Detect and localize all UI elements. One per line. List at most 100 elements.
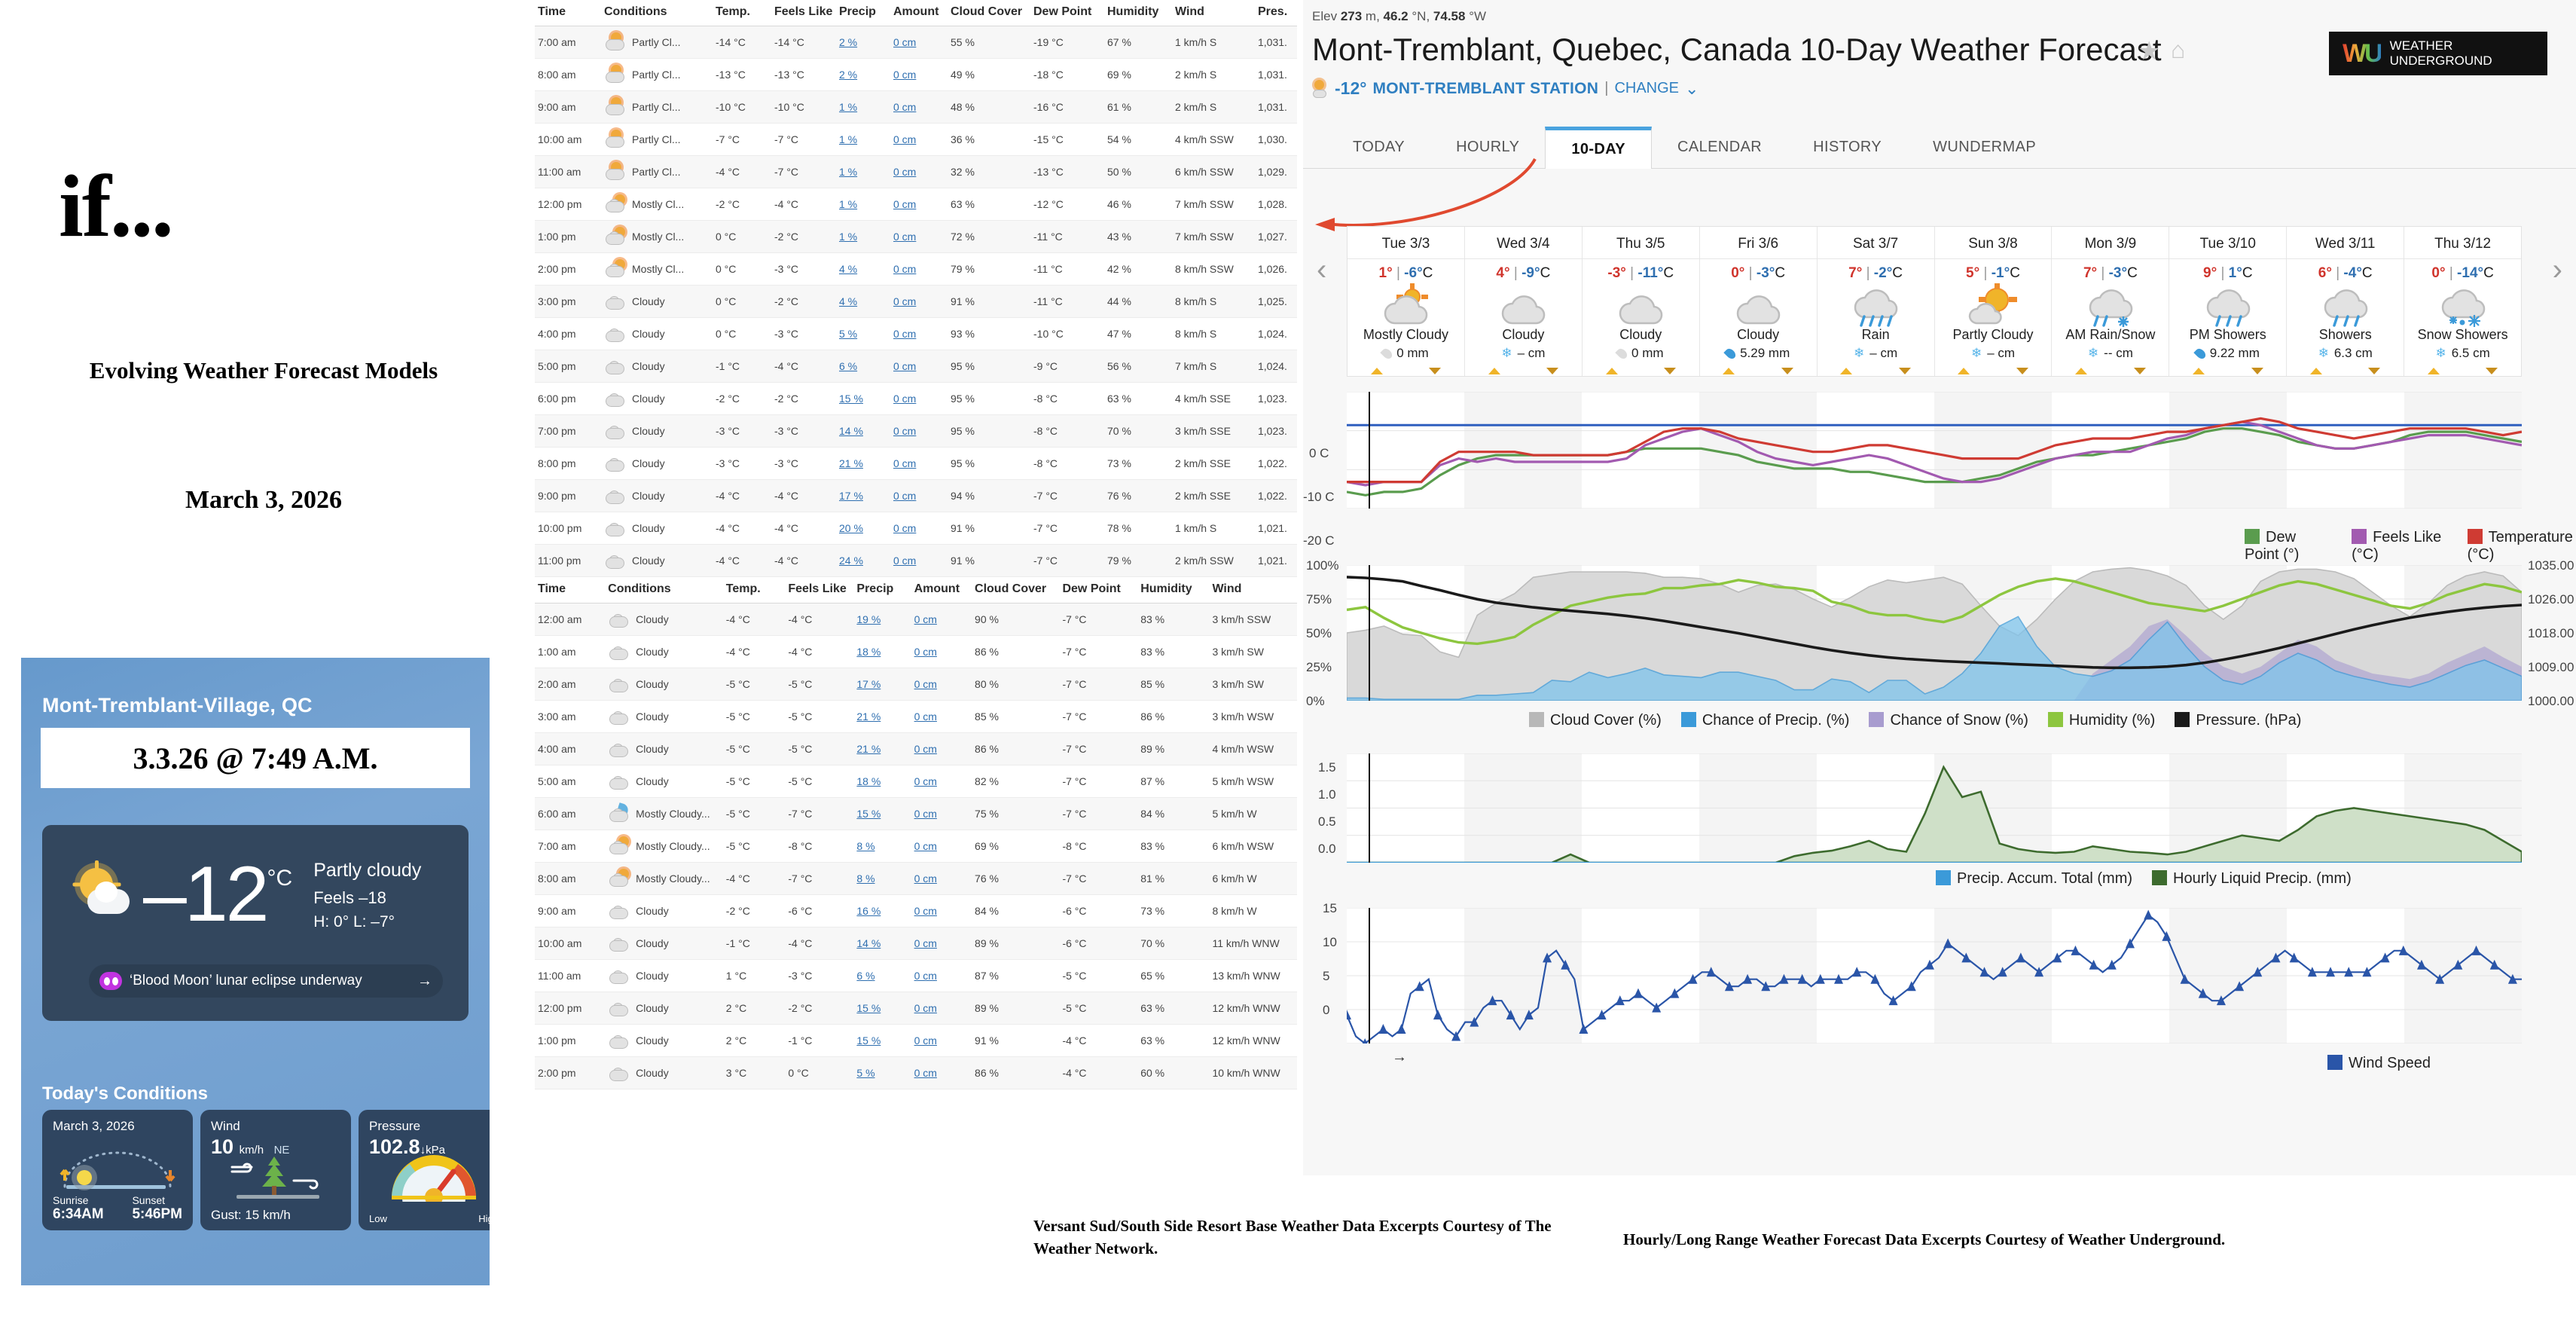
amount-link[interactable]: 0 cm	[893, 36, 917, 48]
forecast-day-card[interactable]: Sat 3/7 7° | -2°C Rain ❄ – cm	[1817, 227, 1935, 376]
precip-link[interactable]: 1 %	[839, 166, 858, 178]
tab-hourly[interactable]: HOURLY	[1456, 139, 1520, 155]
precip-link[interactable]: 17 %	[839, 490, 863, 502]
precip-link[interactable]: 8 %	[856, 840, 875, 852]
tab-wundermap[interactable]: WUNDERMAP	[1933, 139, 2037, 155]
tab-calendar[interactable]: CALENDAR	[1677, 139, 1763, 155]
amount-link[interactable]: 0 cm	[893, 198, 917, 210]
change-station-link[interactable]: CHANGE	[1614, 80, 1680, 96]
next-days-arrow[interactable]: ›	[2552, 253, 2562, 286]
precip-link[interactable]: 1 %	[839, 133, 858, 145]
precip-link[interactable]: 1 %	[839, 101, 858, 113]
precip-link[interactable]: 18 %	[856, 775, 881, 787]
annotation-arrow-icon	[1315, 158, 1537, 231]
amount-link[interactable]: 0 cm	[893, 328, 917, 340]
amount-link[interactable]: 0 cm	[893, 133, 917, 145]
precip-link[interactable]: 15 %	[856, 1002, 881, 1014]
precip-link[interactable]: 14 %	[839, 425, 863, 437]
precip-link[interactable]: 19 %	[856, 613, 881, 625]
station-name[interactable]: MONT-TREMBLANT STATION	[1372, 79, 1599, 97]
prev-days-arrow[interactable]: ‹	[1317, 253, 1327, 286]
cell-pressure: 1,027.	[1255, 220, 1297, 253]
amount-link[interactable]: 0 cm	[893, 69, 917, 81]
precip-link[interactable]: 8 %	[856, 872, 875, 885]
cell-cloud-cover: 36 %	[948, 123, 1030, 156]
amount-link[interactable]: 0 cm	[893, 295, 917, 307]
forecast-day-card[interactable]: Fri 3/6 0° | -3°C Cloudy 5.29 mm	[1699, 227, 1818, 376]
amount-link[interactable]: 0 cm	[914, 840, 937, 852]
home-icon[interactable]: ⌂	[2171, 36, 2186, 63]
cell-pressure: 1,021.	[1255, 512, 1297, 545]
tab-10-day[interactable]: 10-DAY	[1545, 127, 1653, 169]
cell-amount: 0 cm	[911, 959, 972, 992]
forecast-day-card[interactable]: Tue 3/10 9° | 1°C PM Showers 9.22 mm	[2169, 227, 2288, 376]
amount-link[interactable]: 0 cm	[914, 678, 937, 690]
current-conditions-card: –12 °C Partly cloudy Feels –18 H: 0° L: …	[42, 825, 469, 1021]
amount-link[interactable]: 0 cm	[914, 808, 937, 820]
precip-link[interactable]: 2 %	[839, 69, 858, 81]
precip-link[interactable]: 1 %	[839, 231, 858, 243]
precip-link[interactable]: 21 %	[839, 457, 863, 469]
precip-link[interactable]: 1 %	[839, 198, 858, 210]
alert-banner[interactable]: ‘Blood Moon’ lunar eclipse underway →	[89, 964, 443, 998]
precip-link[interactable]: 2 %	[839, 36, 858, 48]
tab-history[interactable]: HISTORY	[1813, 139, 1882, 155]
precip-link[interactable]: 6 %	[856, 970, 875, 982]
precip-link[interactable]: 6 %	[839, 360, 858, 372]
cell-humidity: 63 %	[1137, 1024, 1210, 1057]
precip-link[interactable]: 17 %	[856, 678, 881, 690]
precip-link[interactable]: 15 %	[856, 808, 881, 820]
amount-link[interactable]: 0 cm	[914, 646, 937, 658]
precip-link[interactable]: 16 %	[856, 905, 881, 917]
precip-link[interactable]: 5 %	[856, 1067, 875, 1079]
amount-link[interactable]: 0 cm	[914, 613, 937, 625]
amount-link[interactable]: 0 cm	[914, 905, 937, 917]
amount-link[interactable]: 0 cm	[893, 166, 917, 178]
amount-link[interactable]: 0 cm	[893, 263, 917, 275]
cell-cloud-cover: 82 %	[972, 765, 1060, 798]
amount-link[interactable]: 0 cm	[914, 743, 937, 755]
amount-link[interactable]: 0 cm	[893, 231, 917, 243]
amount-link[interactable]: 0 cm	[914, 710, 937, 723]
cell-cloud-cover: 87 %	[972, 959, 1060, 992]
precip-link[interactable]: 18 %	[856, 646, 881, 658]
amount-link[interactable]: 0 cm	[914, 775, 937, 787]
precip-link[interactable]: 15 %	[856, 1034, 881, 1047]
precip-link[interactable]: 5 %	[839, 328, 858, 340]
forecast-day-card[interactable]: Tue 3/3 1° | -6°C Mostly Cloudy 0 mm	[1348, 227, 1465, 376]
precip-link[interactable]: 4 %	[839, 263, 858, 275]
precip-link[interactable]: 4 %	[839, 295, 858, 307]
precip-link[interactable]: 21 %	[856, 710, 881, 723]
forecast-day-card[interactable]: Wed 3/11 6° | -4°C Showers ❄ 6.3 cm	[2287, 227, 2405, 376]
amount-link[interactable]: 0 cm	[893, 555, 917, 567]
precip-link[interactable]: 15 %	[839, 393, 863, 405]
amount-link[interactable]: 0 cm	[914, 1034, 937, 1047]
amount-link[interactable]: 0 cm	[914, 937, 937, 949]
legend-item: Feels Like (°C)	[2352, 529, 2442, 563]
amount-link[interactable]: 0 cm	[914, 1002, 937, 1014]
precip-link[interactable]: 20 %	[839, 522, 863, 534]
amount-link[interactable]: 0 cm	[893, 457, 917, 469]
cell-pressure: 1,030.	[1255, 123, 1297, 156]
forecast-day-card[interactable]: Thu 3/5 -3° | -11°C Cloudy 0 mm	[1582, 227, 1700, 376]
forecast-day-card[interactable]: Thu 3/12 0° | -14°C Snow Showers ❄ 6.5 cm	[2404, 227, 2522, 376]
favorite-star-icon[interactable]: ★	[2138, 37, 2161, 66]
chevron-down-icon[interactable]: ⌄	[1685, 78, 1699, 98]
forecast-day-card[interactable]: Sun 3/8 5° | -1°C Partly Cloudy ❄ – cm	[1934, 227, 2053, 376]
amount-link[interactable]: 0 cm	[893, 393, 917, 405]
forecast-day-card[interactable]: Wed 3/4 4° | -9°C Cloudy ❄ – cm	[1464, 227, 1583, 376]
amount-link[interactable]: 0 cm	[914, 872, 937, 885]
amount-link[interactable]: 0 cm	[893, 490, 917, 502]
forecast-day-card[interactable]: Mon 3/9 7° | -3°C AM Rain/Snow ❄ -- cm	[2052, 227, 2170, 376]
amount-link[interactable]: 0 cm	[893, 101, 917, 113]
tab-today[interactable]: TODAY	[1353, 139, 1406, 155]
table-row: 1:00 pm Cloudy 2 °C -1 °C 15 % 0 cm 91 % -4 °C 6…	[535, 1024, 1297, 1057]
amount-link[interactable]: 0 cm	[893, 522, 917, 534]
precip-link[interactable]: 21 %	[856, 743, 881, 755]
amount-link[interactable]: 0 cm	[914, 1067, 937, 1079]
amount-link[interactable]: 0 cm	[893, 425, 917, 437]
precip-link[interactable]: 24 %	[839, 555, 863, 567]
precip-link[interactable]: 14 %	[856, 937, 881, 949]
amount-link[interactable]: 0 cm	[893, 360, 917, 372]
amount-link[interactable]: 0 cm	[914, 970, 937, 982]
